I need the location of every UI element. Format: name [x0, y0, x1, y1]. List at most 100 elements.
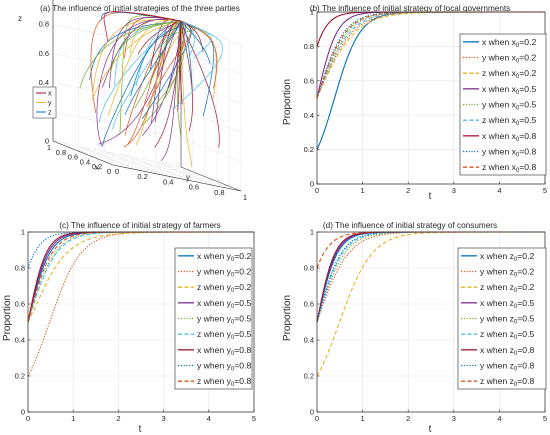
- panel-b-legend: x when x0=0.2 y when x0=0.2 z when x0=0.2 x…: [459, 33, 547, 176]
- panel-d-legend-label: z when z0=0.5: [480, 329, 534, 341]
- panel-c-xtick-label: 4: [207, 414, 211, 423]
- panel-c-legend-label: z when y0=0.2: [197, 282, 251, 294]
- panel-a-trajectory: [124, 20, 182, 115]
- panel-d-ytick-label: 0.6: [304, 300, 314, 309]
- panel-d-title: (d) The influence of initial strategy of…: [323, 221, 497, 230]
- panel-a-wall-grid: [52, 53, 182, 80]
- panel-d-xtick-label: 0: [315, 414, 319, 423]
- panel-b-ytick-label: 0.6: [304, 76, 314, 85]
- panel-a-floor-grid: [129, 156, 190, 181]
- panel-b-legend-label: z when x0=0.2: [482, 68, 536, 80]
- panel-b-title: (b) The influence of initial strategy of…: [310, 4, 511, 13]
- panel-c-title: (c) The influence of initial strategy of…: [59, 221, 220, 230]
- panel-b-legend-label: z when x0=0.8: [482, 162, 536, 174]
- panel-c-legend-label: y when y0=0.2: [197, 267, 251, 279]
- panel-a-trajectory: [160, 20, 182, 161]
- panel-c-ytick-label: 0: [21, 408, 25, 417]
- panel-c-legend-label: x when y0=0.8: [197, 345, 251, 357]
- panel-b-xtick-label: 4: [497, 186, 501, 195]
- panel-c-legend-label: z when y0=0.5: [197, 329, 251, 341]
- panel-b-ytick-label: 0.4: [304, 111, 314, 120]
- panel-a-trajectory: [103, 11, 182, 42]
- panel-a-ylabel: y: [186, 173, 190, 182]
- panel-d-legend-label: x when z0=0.8: [480, 345, 534, 357]
- panel-b-series-2: [316, 11, 545, 99]
- panel-c-farmers: (c) The influence of initial strategy of…: [2, 221, 256, 435]
- panel-a-wall-grid: [180, 137, 242, 163]
- panel-b-legend-label: x when x0=0.8: [482, 131, 536, 143]
- panel-c-ytick-label: 0.8: [15, 264, 25, 273]
- panel-a-axes: [52, 0, 242, 192]
- panel-a-trajectory: [180, 20, 218, 89]
- panel-c-xtick-label: 5: [252, 414, 256, 423]
- panel-b-xlabel: t: [429, 191, 432, 202]
- panel-a-floor-grid: [100, 159, 230, 187]
- panel-d-ylabel: Proportion: [282, 295, 293, 341]
- panel-b-ytick-label: 0.8: [304, 42, 314, 51]
- panel-a-xtick-label: 0.6: [68, 153, 78, 162]
- panel-a-floor-grid: [78, 145, 139, 171]
- panel-d-legend-label: z when z0=0.8: [480, 376, 534, 388]
- panel-a-floor-grid: [52, 140, 182, 168]
- panel-a-legend-label: z: [48, 110, 52, 117]
- panel-d-legend-label: x when z0=0.2: [480, 251, 534, 263]
- panel-d-xtick-label: 1: [361, 414, 365, 423]
- panel-d-ytick-label: 0.4: [304, 336, 314, 345]
- panel-a-y-axis: [112, 164, 242, 192]
- panel-a-x-axis: [52, 140, 114, 166]
- panel-a-xtick-label: 1: [47, 143, 51, 152]
- panel-a-floor-grid: [76, 150, 206, 177]
- panel-d-consumers: (d) The influence of initial strategy of…: [282, 221, 547, 435]
- panel-b-legend-label: y when x0=0.8: [482, 147, 536, 159]
- panel-d-ytick-label: 0: [310, 408, 314, 417]
- panel-a-wall-grid: [52, 82, 182, 109]
- panel-d-legend-label: z when z0=0.2: [480, 282, 534, 294]
- panel-d-plot: 0 1 2 3 4 5 0 0.2 0.4 0.6 0.8 1 x when z0=0.2 y when …: [304, 228, 548, 423]
- panel-d-ytick-label: 1: [310, 228, 314, 237]
- panel-a-floor-grid: [104, 151, 165, 176]
- panel-d-legend-label: y when z0=0.2: [480, 267, 534, 279]
- panel-b-legend-label: x when x0=0.2: [482, 37, 536, 49]
- panel-c-xlabel: t: [139, 424, 142, 435]
- panel-b-xtick-label: 5: [543, 186, 547, 195]
- panel-c-frame: [27, 231, 255, 413]
- panel-d-legend: x when z0=0.2 y when z0=0.2 z when z0=0.2 x…: [457, 247, 547, 390]
- panel-c-series-5: [27, 231, 254, 323]
- panel-a-ztick-label: 0.8: [39, 20, 49, 29]
- panel-a-wall-grid: [52, 111, 182, 139]
- panel-a-wall-grid: [180, 79, 242, 104]
- panel-b-ylabel: Proportion: [282, 79, 293, 125]
- panel-c-ytick-label: 0.6: [15, 300, 25, 309]
- panel-a-ztick-label: 0.4: [39, 78, 49, 87]
- panel-a-xtick-label: 0.4: [80, 157, 90, 166]
- panel-d-legend-label: y when z0=0.8: [480, 361, 534, 373]
- panel-a-trajectory: [180, 20, 217, 99]
- panel-a-floor-grid: [64, 145, 194, 173]
- panel-a-ztick-label: 0.6: [39, 49, 49, 58]
- panel-c-ytick-label: 0.2: [15, 372, 25, 381]
- panel-a-xlabel: x: [95, 163, 99, 172]
- panel-d-xtick-label: 5: [543, 414, 547, 423]
- panel-b-legend-label: y when x0=0.2: [482, 53, 536, 65]
- panel-a-xtick-label: 0: [107, 167, 111, 176]
- panel-c-xtick-label: 3: [162, 414, 166, 423]
- panel-b-legend-label: z when x0=0.5: [482, 115, 536, 127]
- panel-a-legend-label: x: [48, 91, 52, 98]
- panel-a-wall-grid: [180, 108, 242, 133]
- panel-a-grid: [52, 0, 242, 192]
- panel-a-wall-grid: [180, 49, 242, 75]
- panel-b-xtick-label: 2: [406, 186, 410, 195]
- panel-c-ytick-label: 0.4: [15, 336, 25, 345]
- panel-b-plot: 0 1 2 3 4 5 0 0.2 0.4 0.6 0.8 1 x when x0=0.2 y when …: [304, 8, 548, 195]
- panel-c-ytick-label: 1: [21, 228, 25, 237]
- panel-a-floor-grid: [155, 161, 216, 187]
- panel-d-xlabel: t: [429, 424, 432, 435]
- panel-d-series-6: [316, 231, 545, 323]
- panel-a-ytick-label: 0.4: [163, 177, 173, 186]
- panel-d-xtick-label: 2: [406, 414, 410, 423]
- panel-a-ytick-label: 1: [243, 193, 247, 202]
- panel-d-ytick-label: 0.2: [304, 372, 314, 381]
- panel-c-xtick-label: 0: [26, 414, 30, 423]
- panel-b-xtick-label: 3: [452, 186, 456, 195]
- panel-a-ztick-label: 0: [45, 137, 49, 146]
